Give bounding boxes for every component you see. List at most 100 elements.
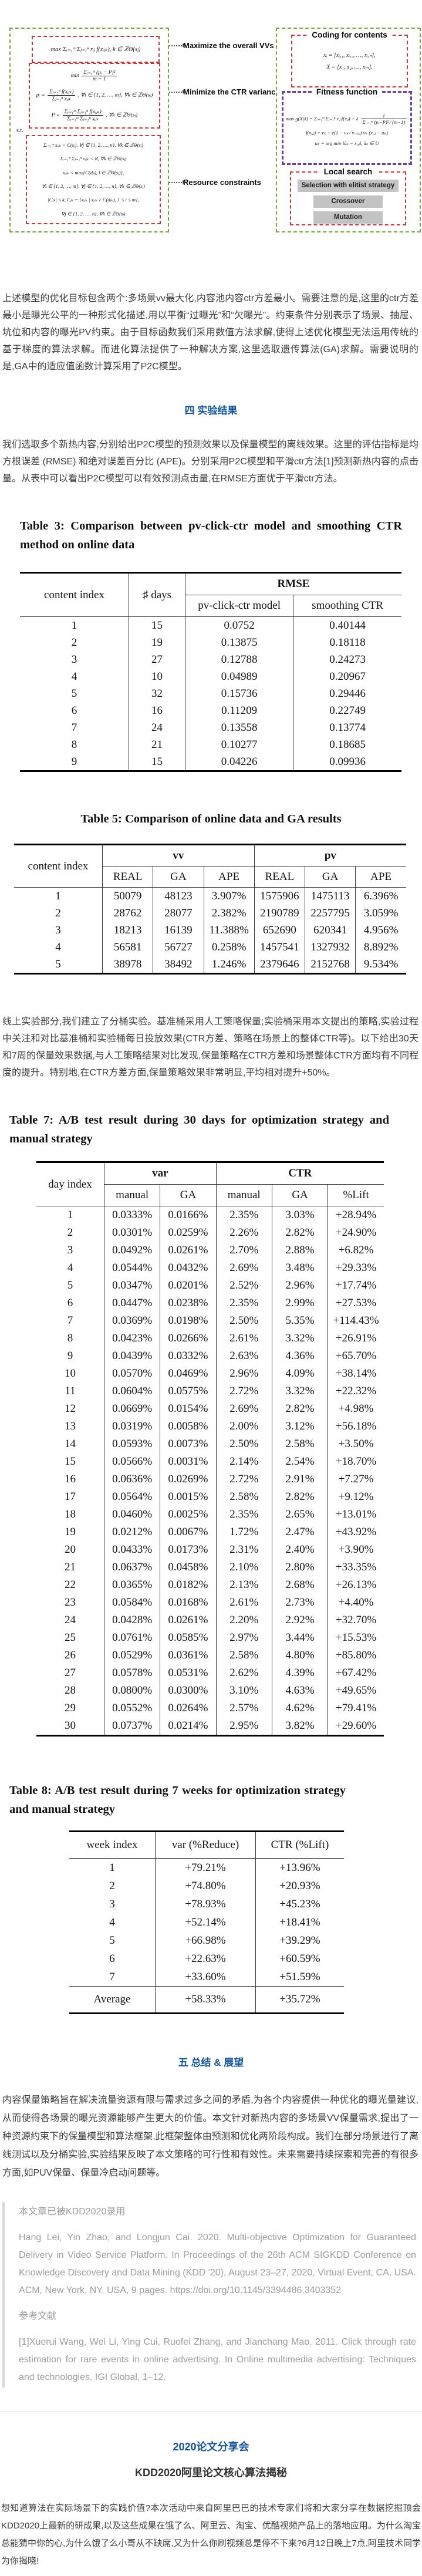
resource-label-text: Resource constraints	[183, 178, 261, 187]
table-cell: 0.04226	[185, 753, 294, 771]
event-heading-dark: KDD2020阿里论文核心算法揭秘	[134, 2467, 288, 2479]
table-cell: 0.0300%	[160, 1682, 217, 1700]
table-cell: 2.35%	[216, 1294, 272, 1312]
table8-caption: Table 8: A/B test result during 7 weeks …	[9, 1784, 346, 1816]
table-cell: +33.35%	[335, 1561, 377, 1573]
table-row: 23 0.0584% 0.0168% 2.61% 2.73% +4.40%	[36, 1594, 384, 1611]
table-cell: +22.63%	[155, 1950, 256, 1968]
table-cell: 0.0585%	[160, 1629, 217, 1647]
table5-subheader: APE	[204, 866, 255, 888]
table-cell: 0.0333%	[104, 1206, 161, 1224]
table-cell: 2.58%	[216, 1647, 272, 1664]
table-cell: 7	[20, 719, 129, 736]
table-cell: 24	[36, 1611, 104, 1629]
minimize-label-text: Minimize the CTR variance	[183, 87, 280, 96]
table-cell: 20	[36, 1541, 104, 1559]
table-cell: 18213	[102, 922, 154, 939]
table-cell: 2.92%	[272, 1611, 329, 1629]
table-row: 1 +79.21% +13.96%	[69, 1858, 344, 1877]
table-cell: 48123	[153, 887, 204, 905]
table-cell: 0.0531%	[160, 1664, 217, 1682]
table-cell: 2.10%	[216, 1559, 272, 1576]
constraint-line: Σᵢ₌₁ᵐ xᵢⱼₖ < C(sⱼ), ∀j ∈ {1, 2, …, n}, ∀…	[43, 142, 144, 149]
table-cell: +22.32%	[335, 1385, 377, 1397]
table7-header-ctr: CTR	[216, 1162, 384, 1185]
table-row: 1 15 0.0752 0.40144	[20, 616, 401, 634]
table-cell: 2.72%	[216, 1471, 272, 1488]
table-cell: 0.0575%	[160, 1383, 217, 1400]
table-cell: 0.0173%	[160, 1541, 217, 1559]
table-cell: 2.95%	[216, 1717, 272, 1736]
table-cell: 28762	[102, 905, 154, 922]
table-row: 5 0.0347% 0.0201% 2.52% 2.96% +17.74%	[36, 1277, 384, 1294]
paragraph-model-objectives: 上述模型的优化目标包含两个:多场景vv最大化,内容池内容ctr方差最小。需要注意…	[2, 294, 418, 372]
table-cell: 14	[36, 1435, 104, 1453]
table-cell: 6	[36, 1294, 104, 1312]
table-cell: 3.03%	[272, 1206, 329, 1224]
table-cell: 0.09936	[329, 755, 366, 768]
mutation-step: Mutation	[313, 211, 383, 224]
table-cell: 0.24273	[329, 653, 366, 666]
table-cell: 3.44%	[272, 1629, 329, 1647]
table3-header-content-index: content index	[20, 572, 129, 617]
table-cell: 0.0432%	[160, 1259, 217, 1277]
table-cell: +52.14%	[155, 1913, 256, 1931]
table-cell: 0.0212%	[104, 1523, 161, 1541]
table-cell: 0.0261%	[160, 1611, 217, 1629]
subject-to-label: s.t.	[16, 127, 23, 134]
table-cell: 2.70%	[216, 1242, 272, 1259]
table-cell: +43.92%	[335, 1526, 377, 1538]
table-cell: 0.0214%	[160, 1717, 217, 1736]
table3-caption: Table 3: Comparison between pv-click-ctr…	[20, 520, 402, 551]
table-cell: 28077	[153, 905, 204, 922]
table-cell: 21	[36, 1559, 104, 1576]
table8-body: 1 +79.21% +13.96% 2 +74.80% +20.93% 3 +78.93% +4…	[69, 1858, 344, 1987]
table-cell: 2.52%	[216, 1277, 272, 1294]
table-cell: 3.059%	[363, 906, 399, 919]
table-cell: 4.09%	[272, 1365, 329, 1383]
table5-caption: Table 5: Comparison of online data and G…	[80, 812, 342, 825]
table-cell: 2257795	[305, 905, 356, 922]
table-cell: 0.0529%	[104, 1647, 161, 1664]
table-cell: 56727	[153, 939, 204, 956]
table-cell: 0.29446	[329, 687, 366, 700]
fitness-formula-2: f(xᵢ,ⱼ) = vₖ + r(1 − vₖ ∕ vₘₐₓ) vₖ (xᵢ,ⱼ…	[306, 130, 388, 136]
fitness-formula-3: uₖ = arg min ‖ũₖ − xᵢ,ⱼ‖, ũₖ ∈ U	[315, 140, 379, 146]
table-cell: 0.0182%	[160, 1576, 217, 1594]
table-cell: 2190789	[254, 905, 306, 922]
table-cell: 9	[36, 1347, 104, 1365]
table5-subheader: GA	[305, 866, 356, 888]
table-cell: 0.0154%	[160, 1400, 217, 1418]
coding-box-title: Coding for contents	[308, 31, 391, 39]
table-cell: 4	[14, 939, 103, 956]
constraint-line: xᵢⱼₖ < max{C(dⱼₗ), l ∈ ℤΘ(sⱼ)},	[62, 169, 124, 176]
table-cell: 38492	[153, 956, 204, 974]
coding-box: Coding for contents xᵢ = [xᵢ,₁, xᵢ,₂, …,…	[291, 31, 408, 87]
table-cell: 2.35%	[216, 1506, 272, 1523]
table-cell: +7.27%	[338, 1473, 374, 1485]
table-cell: +27.53%	[335, 1297, 377, 1309]
table-cell: 0.0361%	[160, 1647, 217, 1664]
table-cell: 2.61%	[216, 1594, 272, 1611]
table-cell: +15.53%	[335, 1631, 377, 1644]
table5-header-vv: vv	[102, 844, 255, 866]
table-cell: 2.61%	[216, 1330, 272, 1347]
table-cell: 0.0439%	[104, 1347, 161, 1365]
table-cell: +74.80%	[155, 1877, 256, 1895]
table-cell: 0.0578%	[104, 1664, 161, 1682]
table-cell: 0.0201%	[160, 1277, 217, 1294]
table7-subheader: GA	[160, 1184, 217, 1206]
table-row: 6 0.0447% 0.0238% 2.35% 2.99% +27.53%	[36, 1294, 384, 1312]
table-row: 3 0.0492% 0.0261% 2.70% 2.88% +6.82%	[36, 1242, 384, 1259]
table-cell: 13	[36, 1418, 104, 1435]
table-row: 4 0.0544% 0.0432% 2.69% 3.48% +29.33%	[36, 1259, 384, 1277]
table-cell: 2.13%	[216, 1576, 272, 1594]
minimize-label: Minimize the CTR variance	[169, 87, 280, 96]
coding-formula: xᵢ = [xᵢ,₁, xᵢ,₂, …, xᵢ,ₙ],	[323, 52, 376, 59]
table-cell: 0.12788	[185, 651, 294, 668]
section-heading-experiments: 四 实验结果	[184, 405, 238, 416]
table-row: 5 +66.98% +39.29%	[69, 1931, 344, 1950]
table-row: 6 +22.63% +60.59%	[69, 1950, 344, 1968]
constraint-line: ∀j ∈ {1, 2, …, n}, ∀k ∈ ℤΘ(sⱼ)	[61, 210, 126, 217]
table-cell: +18.41%	[279, 1916, 320, 1928]
